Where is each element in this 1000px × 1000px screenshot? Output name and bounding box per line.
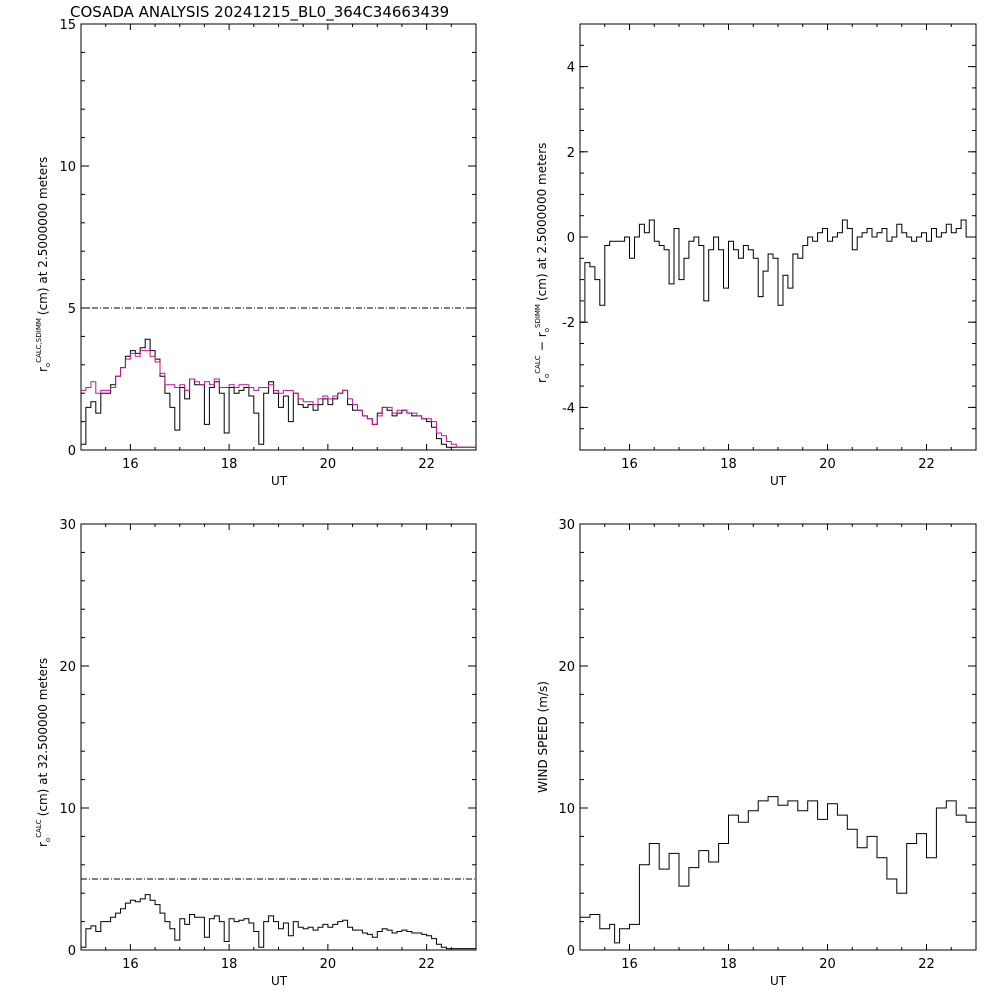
- x-tick-label: 22: [418, 957, 435, 972]
- y-label-rest: (cm) at 2.5000000 meters: [535, 143, 549, 301]
- y-tick-label: 0: [567, 944, 575, 959]
- plot-area-top-left: 16 18 20 22 0 5 10 15: [59, 18, 477, 472]
- series-line-1: [81, 894, 476, 950]
- x-tick-label: 20: [819, 457, 836, 472]
- y-label-subscript: o: [44, 838, 52, 842]
- y-tick-label: 30: [558, 518, 575, 533]
- y-tick-label: 30: [59, 518, 76, 533]
- y-axis-label: WIND SPEED (m/s): [536, 681, 550, 793]
- series-line-2: [81, 350, 476, 448]
- series-line-1: [580, 219, 976, 323]
- x-tick-label: 22: [418, 457, 435, 472]
- panel-bottom-left: 16 18 20 22 0 10 20 30 UT roCALC (cm) at 32.5000…: [35, 518, 477, 988]
- x-tick-label: 20: [320, 957, 337, 972]
- x-tick-label: 20: [320, 457, 337, 472]
- x-tick-label: 16: [621, 457, 638, 472]
- plot-frame: [80, 523, 477, 951]
- panel-top-left: 16 18 20 22 0 5 10 15 UT roCALC,SDIMM (cm) at 2.…: [35, 18, 477, 488]
- figure-title: COSADA ANALYSIS 20241215_BL0_364C3466343…: [70, 3, 449, 22]
- y-label-r2: r: [535, 332, 549, 337]
- x-tick-label: 18: [221, 457, 238, 472]
- y-tick-label: 10: [59, 160, 76, 175]
- y-tick-label: 5: [68, 302, 76, 317]
- y-tick-label: -4: [562, 401, 575, 416]
- plot-area-bottom-left: 16 18 20 22 0 10 20 30: [59, 518, 477, 972]
- series-line-1: [580, 796, 976, 944]
- plot-frame: [80, 23, 477, 451]
- y-label-superscript2: SDIMM: [534, 304, 542, 328]
- y-label-subscript: o: [44, 363, 52, 367]
- y-label-subscript: o: [543, 374, 551, 378]
- y-label-minus: −: [535, 341, 549, 351]
- x-tick-label: 16: [122, 457, 139, 472]
- y-label-r: r: [36, 842, 50, 847]
- y-tick-label: 15: [59, 18, 76, 33]
- y-tick-label: 0: [567, 231, 575, 246]
- x-tick-label: 16: [621, 957, 638, 972]
- y-label-superscript: CALC: [534, 355, 542, 374]
- y-tick-label: 20: [558, 660, 575, 675]
- panel-top-right: 16 18 20 22-4-2024 UT roCALC−roSDIMM(cm) at…: [534, 23, 977, 488]
- x-tick-label: 22: [918, 457, 935, 472]
- y-label-superscript: CALC: [35, 819, 43, 838]
- x-tick-label: 18: [221, 957, 238, 972]
- y-tick-label: 20: [59, 660, 76, 675]
- panel-bottom-right: 16 18 20 22 0 10 20 30 UT WIND SPEED (m/s): [536, 518, 977, 988]
- x-tick-label: 16: [122, 957, 139, 972]
- y-tick-label: 10: [59, 802, 76, 817]
- x-axis-label: UT: [770, 474, 787, 488]
- y-tick-label: -2: [562, 316, 575, 331]
- y-label-rest: (cm) at 32.500000 meters: [36, 658, 50, 816]
- x-tick-label: 18: [720, 957, 737, 972]
- y-tick-label: 10: [558, 802, 575, 817]
- x-tick-label: 22: [918, 957, 935, 972]
- y-axis-label: roCALC−roSDIMM(cm) at 2.5000000 meters: [534, 143, 551, 383]
- plot-area-top-right: 16 18 20 22 -4 -2 0 2 4: [562, 23, 977, 472]
- x-axis-label: UT: [271, 974, 288, 988]
- y-tick-label: 2: [567, 146, 575, 161]
- plot-area-bottom-right: 16 18 20 22 0 10 20 30: [558, 518, 977, 972]
- y-tick-label: 4: [567, 61, 575, 76]
- x-axis-label: UT: [271, 474, 288, 488]
- y-tick-label: 0: [68, 944, 76, 959]
- y-label-r: r: [535, 378, 549, 383]
- y-axis-label: roCALC (cm) at 32.500000 meters: [35, 658, 52, 847]
- x-tick-label: 18: [720, 457, 737, 472]
- y-label-rest: (cm) at 2.5000000 meters: [36, 157, 50, 315]
- y-axis-label: roCALC,SDIMM (cm) at 2.5000000 meters: [35, 157, 52, 372]
- y-label-subscript2: o: [543, 328, 551, 332]
- y-tick-label: 0: [68, 444, 76, 459]
- x-axis-label: UT: [770, 974, 787, 988]
- y-label-superscript: CALC,SDIMM: [35, 318, 43, 363]
- y-label-r: r: [36, 367, 50, 372]
- x-tick-label: 20: [819, 957, 836, 972]
